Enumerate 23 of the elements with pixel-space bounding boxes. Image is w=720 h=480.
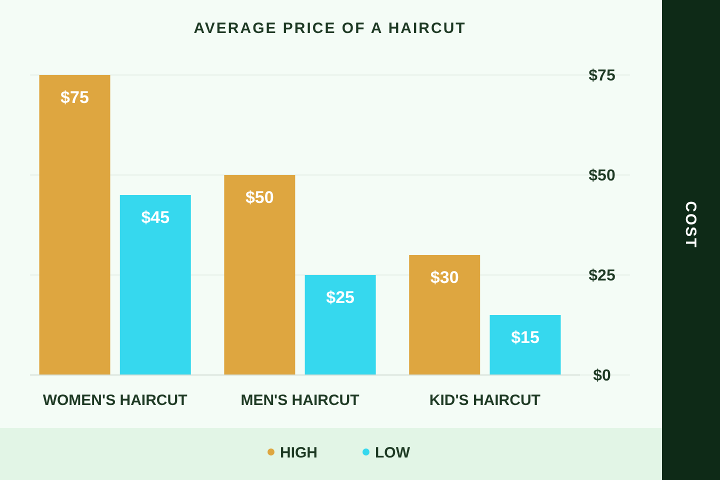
bar — [39, 75, 110, 375]
y-axis-title: COST — [682, 201, 699, 249]
bar — [490, 315, 561, 375]
x-tick-label: WOMEN'S HAIRCUT — [42, 392, 188, 409]
y-tick-label: $25 — [588, 268, 616, 285]
y-tick-label: $50 — [588, 168, 616, 185]
legend-label: HIGH — [280, 444, 318, 462]
chart-title: AVERAGE PRICE OF A HAIRCUT — [194, 20, 466, 37]
y-tick-label: $75 — [588, 68, 616, 85]
x-tick-label: MEN'S HAIRCUT — [240, 392, 360, 409]
data-label: $15 — [511, 328, 540, 347]
bar — [409, 255, 480, 375]
data-label: $75 — [60, 88, 89, 107]
data-label: $25 — [326, 288, 355, 307]
legend-label: LOW — [375, 444, 411, 462]
data-label: $45 — [141, 208, 170, 227]
y-tick-label: $0 — [593, 368, 611, 385]
bar — [120, 195, 191, 375]
data-label: $30 — [430, 268, 459, 287]
data-label: $50 — [245, 188, 274, 207]
bar — [304, 275, 376, 375]
bar — [224, 175, 296, 375]
x-tick-label: KID'S HAIRCUT — [429, 392, 540, 409]
